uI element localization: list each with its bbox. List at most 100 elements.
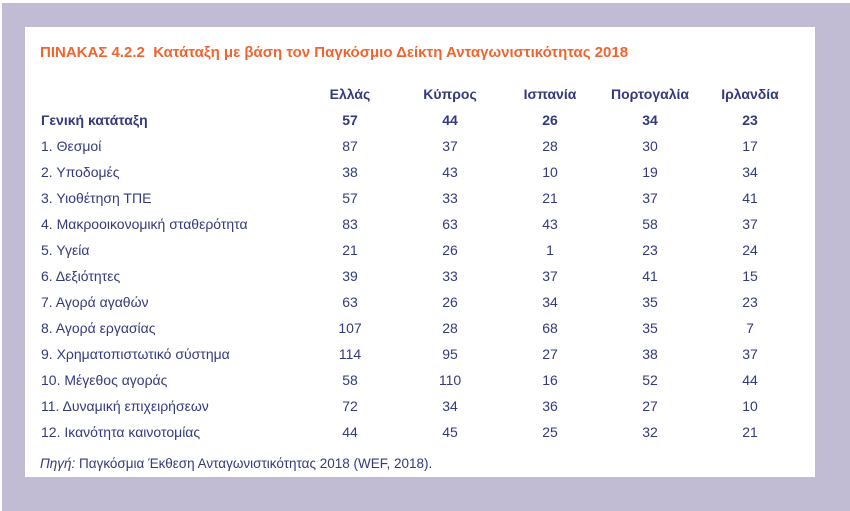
table-card: ΠΙΝΑΚΑΣ 4.2.2 Κατάταξη με βάση τον Παγκό… [25, 27, 815, 477]
row-value: 44 [742, 372, 758, 388]
row-label: Γενική κατάταξη [41, 112, 148, 128]
row-value: 28 [542, 138, 558, 154]
row-value: 44 [342, 424, 358, 440]
row-value: 41 [742, 190, 758, 206]
row-value: 52 [642, 372, 658, 388]
row-value: 68 [542, 320, 558, 336]
row-label: 8. Αγορά εργασίας [41, 320, 156, 336]
row-value: 34 [542, 294, 558, 310]
row-value: 38 [642, 346, 658, 362]
table-body: Γενική κατάταξη 57 44 26 34 23 1. Θεσμοί 87 37 28… [40, 107, 800, 445]
table-row: 7. Αγορά αγαθών 63 26 34 35 23 [40, 289, 800, 315]
row-label: 6. Δεξιότητες [41, 268, 121, 284]
row-value: 26 [542, 112, 558, 128]
row-label: 4. Μακροοικονομική σταθερότητα [41, 216, 248, 232]
table-row: 8. Αγορά εργασίας 107 28 68 35 7 [40, 315, 800, 341]
competitiveness-table: Ελλάς Κύπρος Ισπανία Πορτογαλία Ιρλανδία Γεν… [40, 81, 800, 445]
row-value: 114 [338, 346, 362, 362]
column-header: Ιρλανδία [721, 86, 779, 102]
row-label: 3. Υιοθέτηση ΤΠΕ [41, 190, 152, 206]
row-value: 27 [542, 346, 558, 362]
row-value: 30 [642, 138, 658, 154]
row-value: 37 [542, 268, 558, 284]
row-value: 21 [342, 242, 358, 258]
row-value: 58 [642, 216, 658, 232]
column-header: Κύπρος [423, 86, 477, 102]
row-value: 63 [442, 216, 458, 232]
table-row: 5. Υγεία 21 26 1 23 24 [40, 237, 800, 263]
row-value: 26 [442, 242, 458, 258]
table-header-row: Ελλάς Κύπρος Ισπανία Πορτογαλία Ιρλανδία [40, 81, 800, 107]
table-row: 3. Υιοθέτηση ΤΠΕ 57 33 21 37 41 [40, 185, 800, 211]
row-value: 37 [442, 138, 458, 154]
row-value: 21 [742, 424, 758, 440]
row-value: 43 [542, 216, 558, 232]
row-value: 33 [442, 268, 458, 284]
row-value: 34 [742, 164, 758, 180]
column-header: Ισπανία [523, 86, 577, 102]
table-row: 1. Θεσμοί 87 37 28 30 17 [40, 133, 800, 159]
row-value: 7 [746, 320, 754, 336]
row-value: 58 [342, 372, 358, 388]
row-value: 41 [642, 268, 658, 284]
row-value: 23 [742, 112, 758, 128]
row-value: 21 [542, 190, 558, 206]
row-value: 38 [342, 164, 358, 180]
row-value: 95 [442, 346, 458, 362]
row-value: 23 [742, 294, 758, 310]
row-value: 35 [642, 294, 658, 310]
row-value: 45 [442, 424, 458, 440]
row-value: 15 [742, 268, 758, 284]
row-value: 57 [342, 112, 358, 128]
table-row: 2. Υποδομές 38 43 10 19 34 [40, 159, 800, 185]
row-value: 43 [442, 164, 458, 180]
row-value: 17 [742, 138, 758, 154]
row-value: 44 [442, 112, 458, 128]
column-header: Ελλάς [329, 86, 371, 102]
row-value: 28 [442, 320, 458, 336]
table-row: 10. Μέγεθος αγοράς 58 110 16 52 44 [40, 367, 800, 393]
table-row: 9. Χρηματοπιστωτικό σύστημα 114 95 27 38 37 [40, 341, 800, 367]
table-row: 12. Ικανότητα καινοτομίας 44 45 25 32 21 [40, 419, 800, 445]
row-label: 7. Αγορά αγαθών [41, 294, 149, 310]
row-label: 12. Ικανότητα καινοτομίας [41, 424, 201, 440]
row-value: 33 [442, 190, 458, 206]
row-value: 110 [438, 372, 462, 388]
row-value: 32 [642, 424, 658, 440]
row-value: 16 [542, 372, 558, 388]
row-value: 1 [546, 242, 554, 258]
source-text: Παγκόσμια Έκθεση Ανταγωνιστικότητας 2018… [75, 456, 433, 471]
corner-cell [40, 81, 300, 107]
row-value: 37 [742, 216, 758, 232]
row-value: 72 [342, 398, 358, 414]
row-value: 37 [642, 190, 658, 206]
row-value: 37 [742, 346, 758, 362]
page-frame: ΠΙΝΑΚΑΣ 4.2.2 Κατάταξη με βάση τον Παγκό… [2, 3, 850, 511]
table-row: Γενική κατάταξη 57 44 26 34 23 [40, 107, 800, 133]
row-value: 26 [442, 294, 458, 310]
row-value: 10 [742, 398, 758, 414]
row-label: 10. Μέγεθος αγοράς [41, 372, 168, 388]
column-header: Πορτογαλία [610, 86, 690, 102]
row-value: 36 [542, 398, 558, 414]
row-label: 11. Δυναμική επιχειρήσεων [41, 398, 209, 414]
row-value: 34 [642, 112, 658, 128]
row-value: 87 [342, 138, 358, 154]
row-value: 39 [342, 268, 358, 284]
row-value: 10 [542, 164, 558, 180]
row-value: 24 [742, 242, 758, 258]
row-value: 34 [442, 398, 458, 414]
row-value: 35 [642, 320, 658, 336]
row-value: 27 [642, 398, 658, 414]
row-label: 9. Χρηματοπιστωτικό σύστημα [41, 346, 230, 362]
row-value: 25 [542, 424, 558, 440]
row-label: 2. Υποδομές [41, 164, 120, 180]
source-prefix: Πηγή: [40, 456, 76, 471]
row-value: 63 [342, 294, 358, 310]
row-value: 57 [342, 190, 358, 206]
row-label: 1. Θεσμοί [41, 138, 102, 154]
row-value: 107 [338, 320, 362, 336]
table-row: 6. Δεξιότητες 39 33 37 41 15 [40, 263, 800, 289]
table-row: 4. Μακροοικονομική σταθερότητα 83 63 43 58 37 [40, 211, 800, 237]
table-title: ΠΙΝΑΚΑΣ 4.2.2 Κατάταξη με βάση τον Παγκό… [40, 44, 629, 61]
